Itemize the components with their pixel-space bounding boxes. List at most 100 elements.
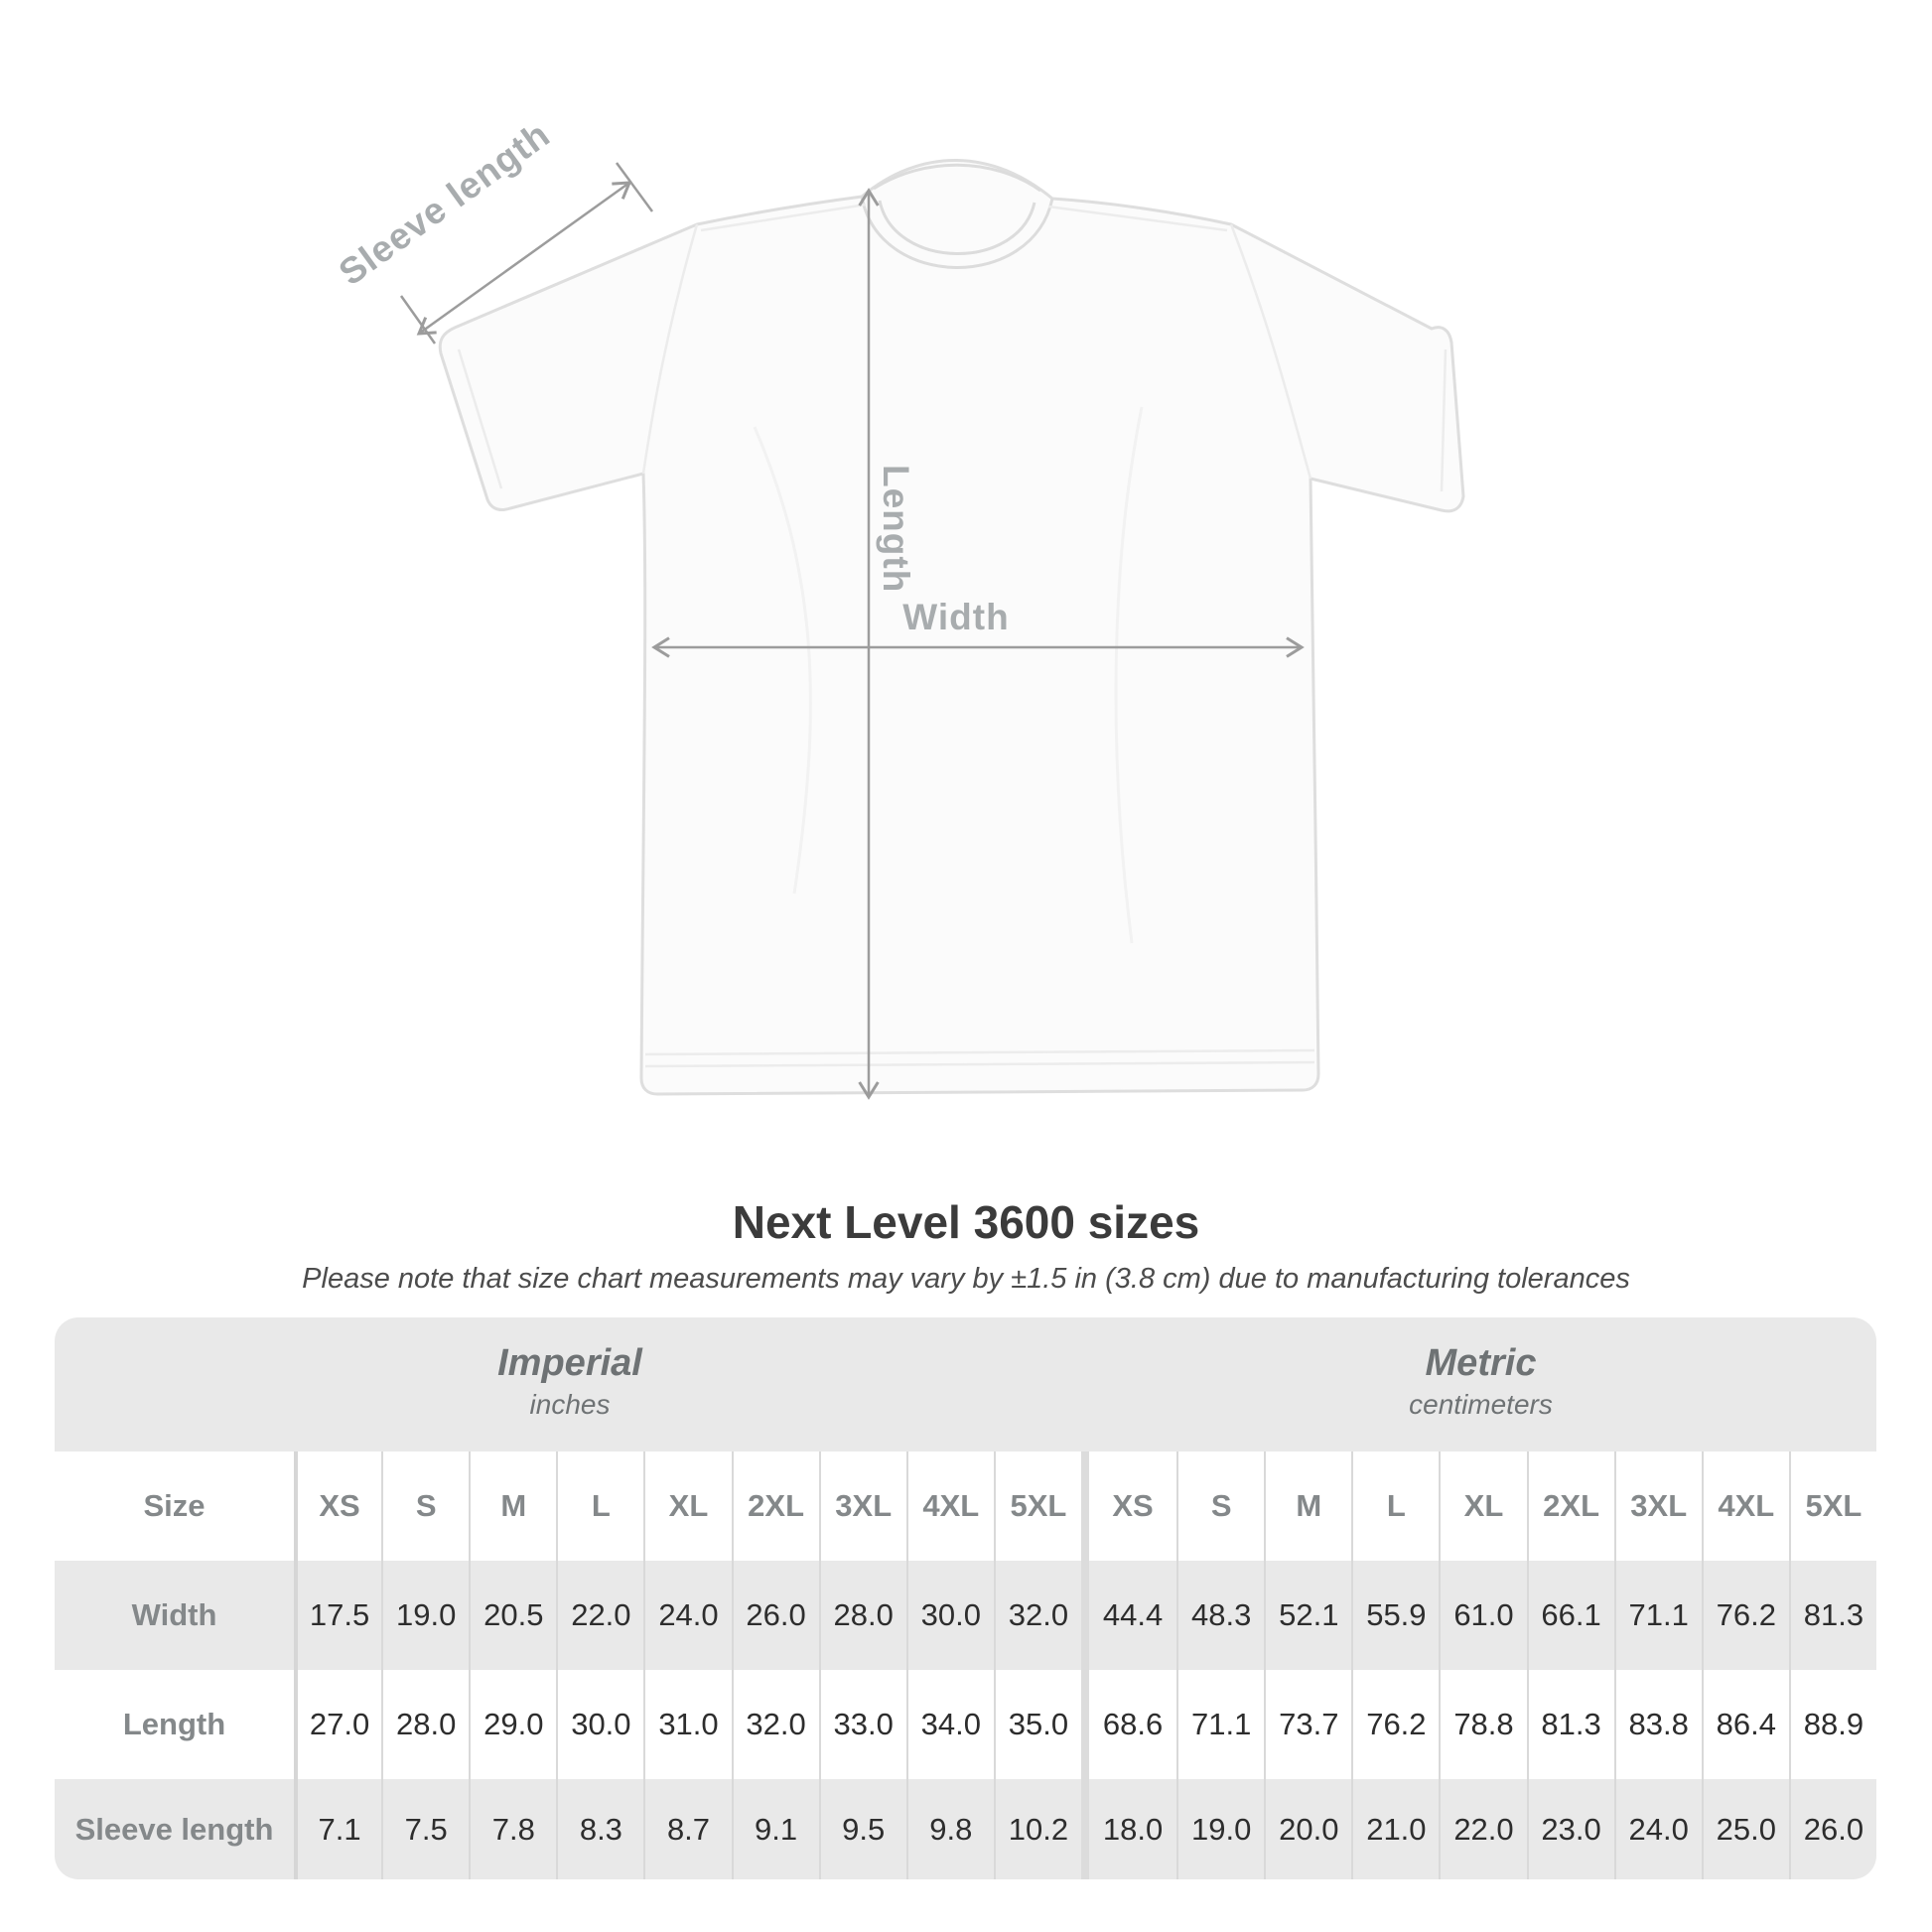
value-cell: 68.6: [1089, 1670, 1177, 1779]
tshirt-illustration: [438, 159, 1465, 1096]
width-label: Width: [902, 597, 1009, 637]
value-cell: 20.5: [469, 1561, 556, 1670]
value-cell: 83.8: [1613, 1670, 1702, 1779]
value-cell: 86.4: [1701, 1670, 1789, 1779]
size-col-header: 4XL: [1701, 1451, 1789, 1561]
value-cell: 31.0: [643, 1670, 732, 1779]
value-cell: 76.2: [1351, 1670, 1440, 1779]
size-col-header: L: [556, 1451, 644, 1561]
value-cell: 28.0: [381, 1670, 470, 1779]
value-cell: 88.9: [1788, 1670, 1876, 1779]
value-cell: 19.0: [1176, 1779, 1264, 1879]
metric-title: Metric: [1425, 1342, 1537, 1384]
value-cell: 32.0: [993, 1561, 1081, 1670]
value-cell: 71.1: [1613, 1561, 1702, 1670]
value-cell: 26.0: [1788, 1779, 1876, 1879]
value-cell: 44.4: [1102, 1597, 1164, 1632]
value-cell: 24.0: [643, 1561, 731, 1670]
imperial-unit: inches: [529, 1389, 611, 1420]
value-cell: 32.0: [731, 1670, 819, 1779]
value-cell: 18.0: [1102, 1811, 1164, 1847]
value-cell: 22.0: [1439, 1779, 1526, 1879]
value-cell: 23.0: [1526, 1779, 1614, 1879]
value-cell: 66.1: [1526, 1561, 1614, 1670]
sleeve-extension-tick-lower: [399, 295, 437, 345]
value-cell: 81.3: [1788, 1561, 1876, 1670]
value-cell: 21.0: [1351, 1779, 1439, 1879]
value-cell: 9.1: [731, 1779, 819, 1879]
size-col-header: M: [1264, 1451, 1352, 1561]
size-col-header: 3XL: [818, 1451, 906, 1561]
value-cell: 10.2: [993, 1779, 1081, 1879]
tshirt-diagram: Sleeve length Length Width: [332, 113, 1465, 1100]
size-col-header: 3XL: [1613, 1451, 1702, 1561]
block-divider: [1081, 1451, 1089, 1561]
size-col-header: XS: [1089, 1451, 1177, 1561]
value-cell: 17.5: [294, 1561, 381, 1670]
value-cell: 7.8: [469, 1779, 556, 1879]
value-cell: 76.2: [1701, 1561, 1789, 1670]
size-table-card: Imperial inches Metric centimeters Size X…: [55, 1317, 1876, 1879]
size-col-header: L: [1351, 1451, 1440, 1561]
value-cell: 24.0: [1613, 1779, 1702, 1879]
length-label: Length: [876, 465, 916, 593]
value-cell: 48.3: [1176, 1561, 1264, 1670]
size-table-grid: Size XS S M L XL 2XL 3XL 4XL 5XL XS S M L XL 2XL 3XL 4XL 5…: [55, 1451, 1876, 1879]
value-cell: 73.7: [1264, 1670, 1352, 1779]
size-col-header: XL: [643, 1451, 732, 1561]
value-cell: 30.0: [905, 1561, 994, 1670]
value-cell: 19.0: [381, 1561, 469, 1670]
value-cell: 22.0: [556, 1561, 643, 1670]
sleeve-extension-tick-upper: [615, 162, 654, 212]
size-col-header: XS: [294, 1451, 382, 1561]
value-cell: 81.3: [1526, 1670, 1614, 1779]
value-cell: 35.0: [993, 1670, 1081, 1779]
tshirt-outline: [438, 159, 1465, 1096]
value-cell: 8.7: [643, 1779, 731, 1879]
row-label: Sleeve length: [74, 1811, 274, 1847]
size-col-header: XL: [1439, 1451, 1527, 1561]
value-cell: 9.5: [818, 1779, 906, 1879]
block-divider: [1081, 1779, 1089, 1879]
units-band: Imperial inches Metric centimeters: [55, 1317, 1876, 1451]
value-cell: 78.8: [1439, 1670, 1527, 1779]
size-col-header: S: [381, 1451, 470, 1561]
value-cell: 26.0: [731, 1561, 819, 1670]
seam-lines: [457, 203, 1448, 1068]
value-cell: 52.1: [1264, 1561, 1351, 1670]
value-cell: 30.0: [556, 1670, 644, 1779]
value-cell: 34.0: [905, 1670, 994, 1779]
tolerance-note: Please note that size chart measurements…: [302, 1263, 1630, 1295]
size-col-header: 2XL: [1526, 1451, 1614, 1561]
value-cell: 9.8: [905, 1779, 994, 1879]
value-cell: 25.0: [1701, 1779, 1789, 1879]
value-cell: 71.1: [1176, 1670, 1265, 1779]
block-divider: [1081, 1561, 1089, 1670]
size-col-header: 4XL: [905, 1451, 994, 1561]
value-cell: 29.0: [469, 1670, 557, 1779]
row-label: Width: [131, 1597, 217, 1632]
imperial-title: Imperial: [497, 1342, 642, 1384]
value-cell: 8.3: [556, 1779, 643, 1879]
value-cell: 27.0: [294, 1670, 382, 1779]
imperial-header: Imperial inches: [55, 1317, 1085, 1451]
size-col-header: 5XL: [1788, 1451, 1876, 1561]
metric-header: Metric centimeters: [1085, 1317, 1876, 1451]
value-cell: 7.1: [294, 1779, 381, 1879]
value-cell: 55.9: [1351, 1561, 1439, 1670]
block-divider: [1081, 1670, 1089, 1779]
value-cell: 33.0: [818, 1670, 906, 1779]
row-label: Length: [55, 1670, 294, 1779]
sleeve-length-label: Sleeve length: [332, 113, 558, 293]
page-title: Next Level 3600 sizes: [732, 1196, 1200, 1248]
size-col-header: 2XL: [731, 1451, 819, 1561]
value-cell: 7.5: [381, 1779, 469, 1879]
value-cell: 61.0: [1439, 1561, 1526, 1670]
size-header-cell: Size: [55, 1451, 294, 1561]
size-col-header: 5XL: [993, 1451, 1081, 1561]
dimension-lines: [399, 162, 1305, 1100]
size-col-header: S: [1176, 1451, 1265, 1561]
sleeve-arrow: [416, 181, 632, 336]
value-cell: 28.0: [818, 1561, 906, 1670]
